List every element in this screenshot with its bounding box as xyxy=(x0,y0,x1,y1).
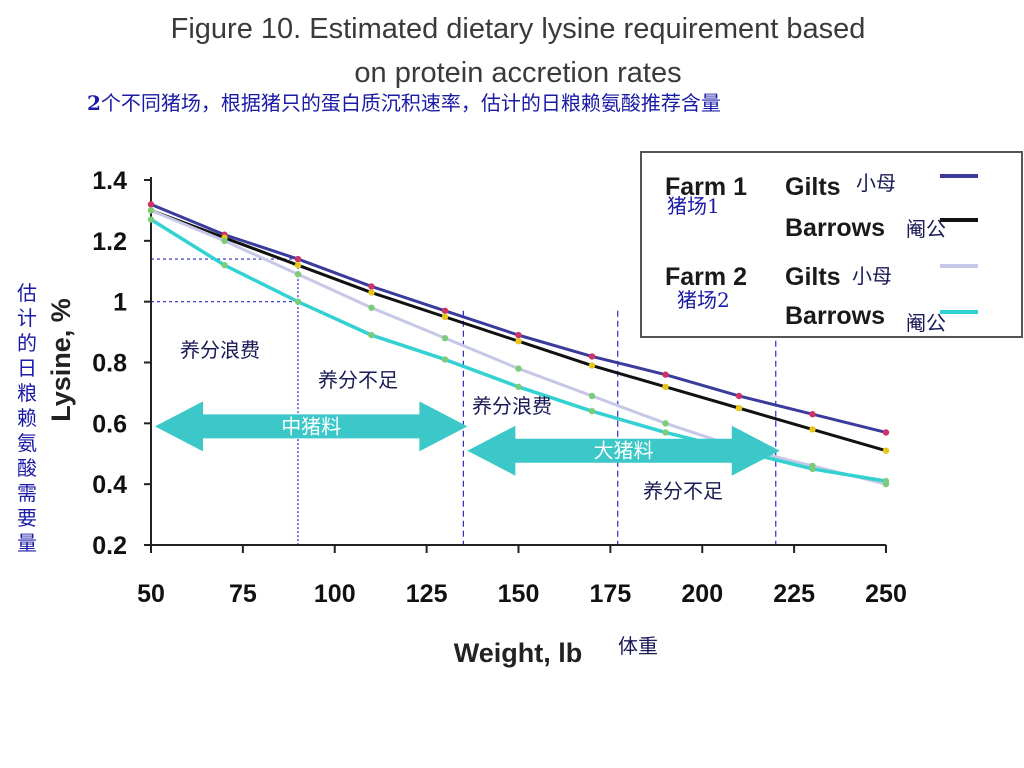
data-point-farm-1-barrows xyxy=(882,447,890,454)
data-point-farm-2-gilts xyxy=(294,271,302,278)
legend-farm2-cn: 猪场2 xyxy=(677,288,730,312)
y-tick-label: 0.2 xyxy=(92,532,127,560)
legend-gilts-cn-2: 小母 xyxy=(852,264,892,288)
data-point-farm-2-gilts xyxy=(147,207,155,214)
data-point-farm-1-gilts xyxy=(735,392,743,400)
data-point-farm-2-barrows xyxy=(294,298,302,305)
x-tick-label: 100 xyxy=(314,580,356,608)
guide-lines xyxy=(151,258,777,545)
subtitle-number: 2 xyxy=(87,91,101,115)
feed-range-label: 大猪料 xyxy=(594,439,654,463)
data-point-farm-1-barrows xyxy=(809,426,816,433)
legend: Farm 1 Gilts 小母 猪场1 Barrows 阉公 Farm 2 Gi… xyxy=(640,151,1023,338)
data-point-farm-1-gilts xyxy=(147,201,155,208)
x-tick-label: 150 xyxy=(498,580,540,608)
x-axis-title: Weight, lb xyxy=(454,638,583,668)
x-tick-label: 175 xyxy=(590,580,632,608)
data-point-farm-2-gilts xyxy=(441,334,449,342)
y-axis-title-cn-char: 日 xyxy=(17,356,37,380)
x-tick-label: 75 xyxy=(229,580,257,608)
axes: 0.2 0.4 0.6 0.8 1 1.2 1.4 50 75 100 125 150 175 200 22… xyxy=(92,167,907,608)
legend-farm1-cn: 猪场1 xyxy=(667,194,720,218)
y-axis-title-cn-char: 的 xyxy=(17,331,37,355)
shortage-label-2: 养分不足 xyxy=(643,479,723,503)
y-axis-title: Lysine, % xyxy=(46,298,76,422)
y-axis-title-cn-char: 氨 xyxy=(17,431,37,455)
data-point-farm-1-gilts xyxy=(441,307,449,314)
feed-range-arrow xyxy=(155,401,468,452)
y-axis-title-cn-char: 赖 xyxy=(17,406,37,430)
data-point-farm-1-gilts xyxy=(515,331,522,339)
data-point-farm-1-barrows xyxy=(441,313,449,321)
y-tick-label: 1 xyxy=(113,289,127,317)
data-point-farm-2-barrows xyxy=(515,383,522,391)
data-point-farm-2-gilts xyxy=(662,420,669,427)
x-tick-label: 125 xyxy=(406,580,448,608)
y-axis-title-cn-char: 需 xyxy=(17,481,37,505)
y-tick-label: 1.2 xyxy=(92,228,127,256)
data-point-farm-1-gilts xyxy=(294,255,302,263)
chart-title-line-2: on protein accretion rates xyxy=(354,57,681,89)
subtitle-text: 个不同猪场，根据猪只的蛋白质沉积速率，估计的日粮赖氨酸推荐含量 xyxy=(101,91,721,115)
y-axis-title-cn: 估计的日粮赖氨酸需要量 xyxy=(17,281,37,555)
data-point-farm-2-gilts xyxy=(588,392,596,400)
x-tick-label: 225 xyxy=(773,580,815,608)
data-point-farm-2-barrows xyxy=(441,356,449,363)
data-point-farm-1-barrows xyxy=(294,261,302,269)
data-point-farm-2-barrows xyxy=(662,429,669,436)
y-axis-title-cn-char: 要 xyxy=(17,506,37,530)
data-point-farm-1-barrows xyxy=(588,362,596,369)
y-axis-title-cn-char: 量 xyxy=(17,531,37,555)
feed-range-arrow xyxy=(467,425,780,476)
y-tick-label: 1.4 xyxy=(92,167,127,195)
chinese-subtitle: 2个不同猪场，根据猪只的蛋白质沉积速率，估计的日粮赖氨酸推荐含量 xyxy=(87,91,721,115)
data-point-farm-1-gilts xyxy=(588,353,596,360)
y-axis-title-cn-char: 酸 xyxy=(17,456,37,480)
y-axis-title-cn-char: 估 xyxy=(17,281,37,305)
y-tick-label: 0.4 xyxy=(92,471,127,499)
waste-label-2: 养分浪费 xyxy=(472,394,552,418)
data-point-farm-2-barrows xyxy=(809,465,816,473)
legend-farm2-barrows-label: Barrows xyxy=(785,302,885,330)
data-point-farm-2-gilts xyxy=(221,237,228,245)
data-point-farm-1-gilts xyxy=(882,429,890,436)
x-tick-label: 50 xyxy=(137,580,165,608)
legend-box xyxy=(640,151,1023,338)
data-point-farm-2-gilts xyxy=(515,365,522,372)
legend-farm1-label: Farm 1 xyxy=(665,173,747,201)
data-point-farm-1-barrows xyxy=(515,338,522,345)
feed-range-label: 中猪料 xyxy=(281,414,341,438)
data-point-farm-2-barrows xyxy=(588,407,596,415)
shortage-label-1: 养分不足 xyxy=(318,368,398,392)
waste-label-1: 养分浪费 xyxy=(180,338,260,362)
data-point-farm-1-gilts xyxy=(662,371,669,378)
data-point-farm-2-barrows xyxy=(221,261,228,269)
legend-farm2-gilts-label: Gilts xyxy=(785,263,841,291)
data-point-farm-2-barrows xyxy=(368,331,375,339)
data-point-farm-1-barrows xyxy=(662,383,669,391)
legend-barrows-cn-1: 阉公 xyxy=(906,217,946,241)
legend-gilts-cn-1: 小母 xyxy=(856,171,896,195)
x-axis-title-cn: 体重 xyxy=(618,634,658,658)
chart-title-line-1: Figure 10. Estimated dietary lysine requ… xyxy=(171,13,866,45)
x-tick-label: 200 xyxy=(681,580,723,608)
y-axis-title-cn-char: 粮 xyxy=(17,381,37,405)
legend-barrows-cn-2: 阉公 xyxy=(906,311,946,335)
data-point-farm-2-barrows xyxy=(147,216,155,223)
legend-farm2-label: Farm 2 xyxy=(665,263,747,291)
data-point-farm-1-barrows xyxy=(735,404,743,412)
data-point-farm-1-barrows xyxy=(368,289,375,296)
x-tick-label: 250 xyxy=(865,580,907,608)
data-point-farm-1-gilts xyxy=(809,411,816,418)
legend-farm1-barrows-label: Barrows xyxy=(785,214,885,242)
data-point-farm-2-gilts xyxy=(368,304,375,311)
legend-farm1-gilts-label: Gilts xyxy=(785,173,841,201)
data-point-farm-2-barrows xyxy=(882,477,890,485)
data-point-farm-1-gilts xyxy=(368,283,375,290)
y-tick-label: 0.6 xyxy=(92,410,127,438)
y-tick-label: 0.8 xyxy=(92,350,127,378)
y-axis-title-cn-char: 计 xyxy=(17,306,37,330)
